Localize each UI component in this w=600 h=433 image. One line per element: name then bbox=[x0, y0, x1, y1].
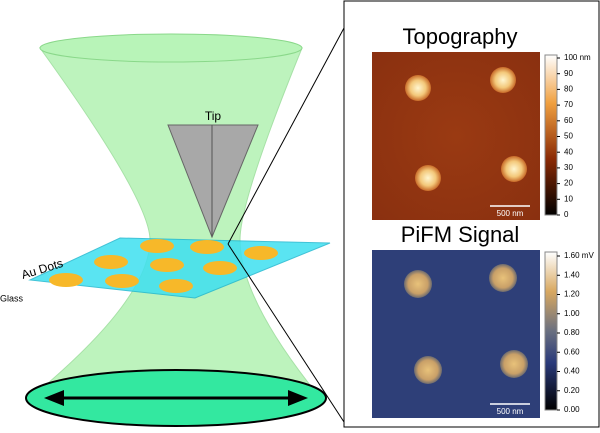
colorbar-label: 1.00 bbox=[564, 309, 580, 318]
colorbar-label: 0.20 bbox=[564, 386, 580, 395]
colorbar-label: 80 bbox=[564, 85, 573, 94]
colorbar-label: 100 nm bbox=[564, 53, 591, 62]
tip bbox=[167, 124, 259, 239]
colorbar-label: 1.40 bbox=[564, 270, 580, 279]
colorbar-label: 0 bbox=[564, 210, 569, 219]
colorbar-label: 0.80 bbox=[564, 328, 580, 337]
colorbar-label: 0.40 bbox=[564, 367, 580, 376]
tip-label: Tip bbox=[205, 109, 222, 123]
colorbar-label: 60 bbox=[564, 116, 573, 125]
colorbar-label: 70 bbox=[564, 100, 573, 109]
colorbar-label: 0.00 bbox=[564, 405, 580, 414]
colorbar bbox=[544, 54, 558, 216]
colorbar-label: 10 bbox=[564, 194, 573, 203]
colorbar-label: 20 bbox=[564, 179, 573, 188]
colorbar-label: 0.60 bbox=[564, 347, 580, 356]
zoom-line bbox=[227, 27, 345, 245]
glass-label: Glass bbox=[0, 293, 24, 303]
pifm-dots bbox=[404, 264, 528, 384]
light-beam bbox=[26, 47, 324, 401]
colorbar bbox=[544, 251, 558, 411]
colorbar-label: 90 bbox=[564, 69, 573, 78]
beam-top bbox=[39, 33, 303, 63]
colorbar-label: 50 bbox=[564, 132, 573, 141]
panel-title: PiFM Signal bbox=[401, 222, 520, 247]
colorbar-label: 40 bbox=[564, 147, 573, 156]
topo-dots bbox=[405, 67, 527, 191]
colorbar-label: 30 bbox=[564, 163, 573, 172]
au-dots bbox=[49, 239, 278, 293]
panel-title: Topography bbox=[403, 24, 518, 49]
scale-label: 500 nm bbox=[497, 407, 524, 416]
scale-label: 500 nm bbox=[497, 209, 524, 218]
colorbar-label: 1.20 bbox=[564, 290, 580, 299]
colorbar-label: 1.60 mV bbox=[564, 251, 594, 260]
zoom-line bbox=[227, 243, 345, 423]
